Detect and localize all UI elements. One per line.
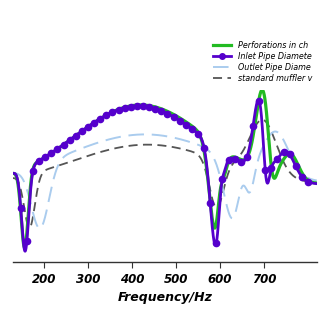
- X-axis label: Frequency/Hz: Frequency/Hz: [117, 292, 212, 304]
- Legend: Perforations in ch, Inlet Pipe Diamete, Outlet Pipe Diame, standard muffler v: Perforations in ch, Inlet Pipe Diamete, …: [212, 40, 313, 84]
